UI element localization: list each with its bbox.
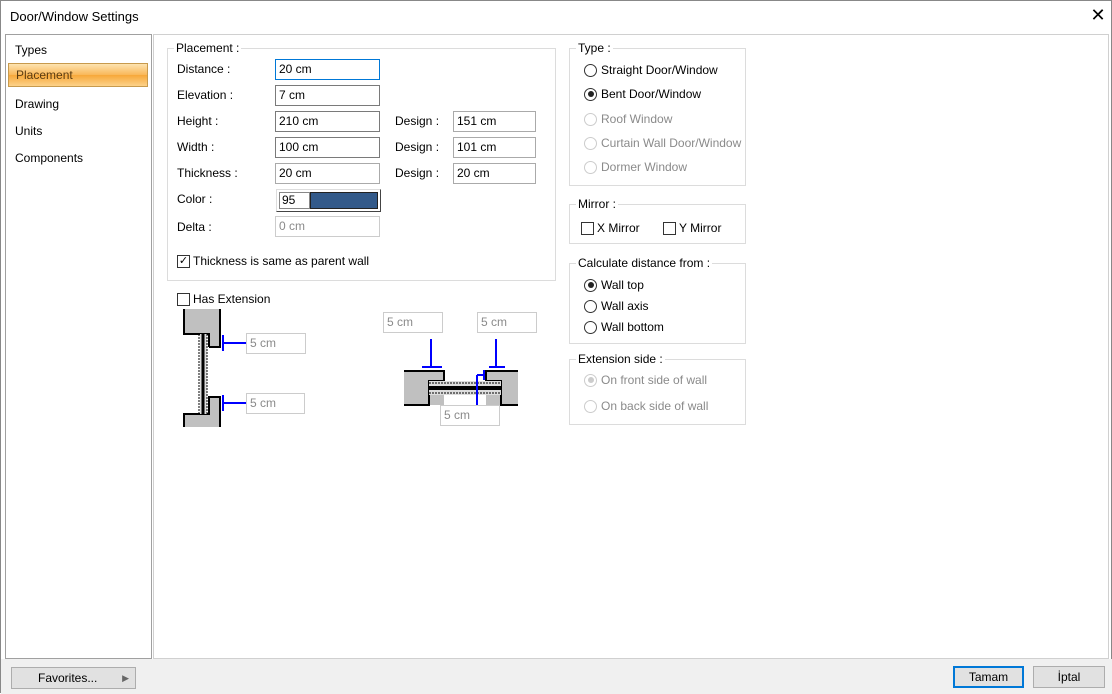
plan-right-input[interactable]: 5 cm (477, 312, 537, 333)
height-label: Height : (177, 114, 219, 128)
radio-icon (584, 136, 597, 150)
y-mirror-label: Y Mirror (679, 221, 722, 235)
width-label: Width : (177, 140, 215, 154)
x-mirror-checkbox[interactable]: X Mirror (581, 221, 640, 235)
thickness-design-label: Design : (395, 166, 440, 180)
height-design-input[interactable]: 151 cm (453, 111, 536, 132)
type-dormer-radio[interactable]: Dormer Window (584, 160, 687, 174)
ext-front-radio[interactable]: On front side of wall (584, 373, 707, 387)
radio-selected-icon (584, 278, 597, 292)
calc-wall-axis-radio[interactable]: Wall axis (584, 299, 649, 313)
checkbox-box (177, 292, 190, 306)
plan-section-diagram (404, 339, 518, 406)
mirror-group: Mirror : (569, 197, 746, 244)
plan-left-input[interactable]: 5 cm (383, 312, 443, 333)
radio-label: Curtain Wall Door/Window (601, 136, 742, 150)
plan-bottom-input[interactable]: 5 cm (440, 405, 500, 426)
ext-back-radio[interactable]: On back side of wall (584, 399, 708, 413)
radio-label: Wall bottom (601, 320, 664, 334)
footer-bar: Favorites... ▶ Tamam İptal (1, 659, 1112, 694)
has-extension-label: Has Extension (193, 292, 271, 306)
cancel-button[interactable]: İptal (1033, 666, 1105, 688)
ok-button[interactable]: Tamam (953, 666, 1024, 688)
thickness-design-input[interactable]: 20 cm (453, 163, 536, 184)
radio-label: Wall top (601, 278, 644, 292)
calc-wall-top-radio[interactable]: Wall top (584, 278, 644, 292)
type-group: Type : (569, 41, 746, 186)
check-icon: ✓ (177, 254, 190, 268)
type-group-label: Type : (576, 41, 613, 55)
color-index: 95 (279, 192, 310, 209)
color-label: Color : (177, 192, 213, 206)
radio-label: Bent Door/Window (601, 87, 702, 101)
elevation-input[interactable]: 7 cm (275, 85, 380, 106)
distance-input[interactable]: 20 cm (275, 59, 380, 80)
radio-selected-icon (584, 87, 597, 101)
radio-label: On back side of wall (601, 399, 709, 413)
width-design-label: Design : (395, 140, 440, 154)
placement-group-label: Placement : (174, 41, 242, 55)
calc-group-label: Calculate distance from : (576, 256, 713, 270)
width-input[interactable]: 100 cm (275, 137, 380, 158)
extension-side-group-label: Extension side : (576, 352, 665, 366)
sidebar-item-placement[interactable]: Placement (8, 63, 148, 87)
thickness-input[interactable]: 20 cm (275, 163, 380, 184)
radio-label: On front side of wall (601, 373, 708, 387)
type-roof-radio[interactable]: Roof Window (584, 112, 672, 126)
radio-icon (584, 160, 597, 174)
distance-label: Distance : (177, 62, 231, 76)
mirror-group-label: Mirror : (576, 197, 618, 211)
calc-group: Calculate distance from : (569, 256, 746, 344)
favorites-label: Favorites... (38, 671, 98, 685)
favorites-button[interactable]: Favorites... ▶ (11, 667, 136, 689)
sidebar-item-units[interactable]: Units (15, 124, 43, 138)
radio-icon (584, 112, 597, 126)
dimension-lines (223, 342, 247, 404)
elevation-label: Elevation : (177, 88, 234, 102)
type-curtain-radio[interactable]: Curtain Wall Door/Window (584, 136, 741, 150)
same-thickness-label: Thickness is same as parent wall (193, 254, 370, 268)
height-design-label: Design : (395, 114, 440, 128)
window-title: Door/Window Settings (10, 9, 139, 24)
radio-label: Straight Door/Window (601, 63, 718, 77)
chevron-right-icon: ▶ (122, 673, 129, 683)
same-thickness-checkbox[interactable]: ✓ Thickness is same as parent wall (177, 254, 369, 268)
side-section-diagram (183, 309, 231, 427)
checkbox-box (581, 221, 594, 235)
delta-label: Delta : (177, 220, 212, 234)
height-input[interactable]: 210 cm (275, 111, 380, 132)
sidebar: Types Placement Drawing Units Components (5, 34, 152, 659)
extension-bottom-input[interactable]: 5 cm (246, 393, 305, 414)
thickness-label: Thickness : (177, 166, 238, 180)
sidebar-item-drawing[interactable]: Drawing (15, 97, 60, 111)
radio-icon (584, 399, 597, 413)
radio-label: Dormer Window (601, 160, 688, 174)
placement-group: Placement : (167, 41, 556, 281)
extension-top-input[interactable]: 5 cm (246, 333, 306, 354)
type-straight-radio[interactable]: Straight Door/Window (584, 63, 718, 77)
y-mirror-checkbox[interactable]: Y Mirror (663, 221, 721, 235)
radio-label: Wall axis (601, 299, 649, 313)
width-design-input[interactable]: 101 cm (453, 137, 536, 158)
radio-icon (584, 320, 597, 334)
x-mirror-label: X Mirror (597, 221, 640, 235)
radio-icon (584, 299, 597, 313)
radio-label: Roof Window (601, 112, 673, 126)
extension-side-group: Extension side : (569, 352, 746, 425)
type-bent-radio[interactable]: Bent Door/Window (584, 87, 701, 101)
calc-wall-bottom-radio[interactable]: Wall bottom (584, 320, 664, 334)
close-icon[interactable]: ✕ (1090, 5, 1106, 25)
radio-icon (584, 63, 597, 77)
sidebar-item-components[interactable]: Components (15, 151, 84, 165)
radio-selected-icon (584, 373, 597, 387)
color-swatch (310, 192, 378, 209)
delta-input[interactable]: 0 cm (275, 216, 380, 237)
has-extension-checkbox[interactable]: Has Extension (177, 292, 270, 306)
checkbox-box (663, 221, 676, 235)
sidebar-item-types[interactable]: Types (15, 43, 48, 57)
color-picker[interactable]: 95 (276, 189, 381, 212)
